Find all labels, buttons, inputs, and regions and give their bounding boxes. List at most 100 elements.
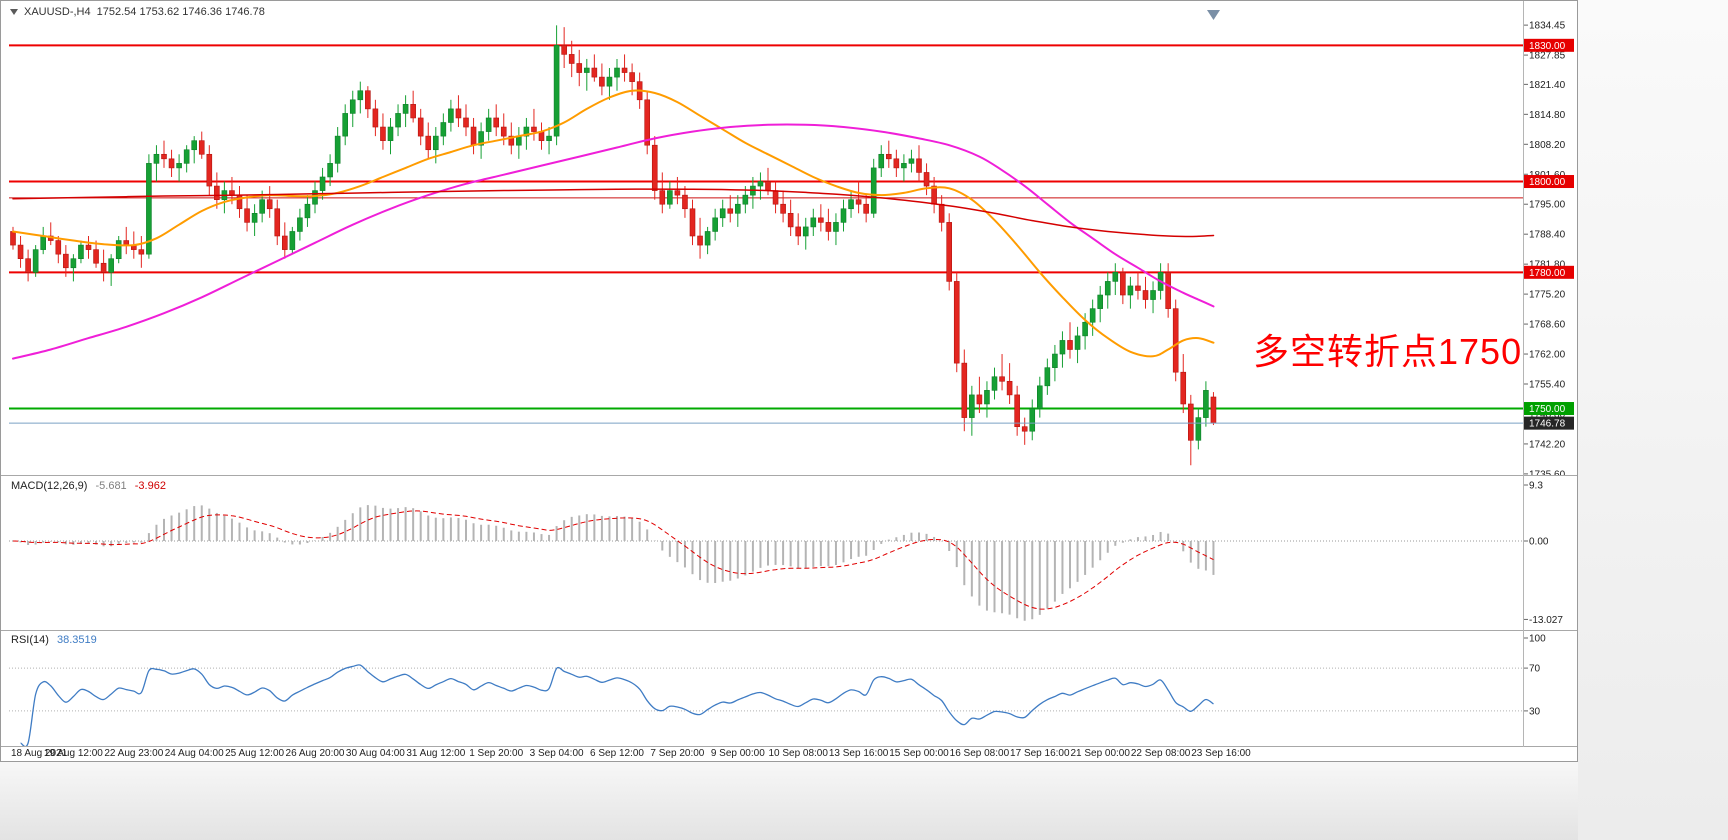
candle (1127, 285, 1134, 296)
candle (440, 122, 447, 137)
candle (176, 163, 182, 169)
price-axis-label: 1768.60 (1529, 320, 1566, 331)
candle (1165, 272, 1171, 309)
candle (244, 208, 250, 223)
candle (485, 117, 492, 132)
macd-histogram-layer (19, 505, 1215, 621)
time-axis[interactable]: 18 Aug 2021 19 Aug 12:00 22 Aug 23:00 24 Au… (1, 748, 1579, 761)
candle (25, 258, 31, 273)
svg-text:1750.00: 1750.00 (1529, 404, 1566, 415)
candle (531, 126, 537, 132)
candle (1203, 390, 1209, 418)
price-tag: 1746.78 (1524, 416, 1574, 430)
candle (236, 194, 243, 210)
time-axis-label: 15 Sep 00:00 (889, 748, 949, 759)
candle (931, 185, 937, 205)
candle (493, 117, 500, 128)
candle (198, 140, 205, 155)
candle (266, 199, 273, 210)
annotation-text: 多空转折点1750 (1253, 331, 1523, 372)
candle (380, 126, 386, 141)
candle (342, 113, 349, 137)
candle (697, 235, 703, 246)
price-axis-label: 1755.40 (1529, 380, 1566, 391)
price-axis-label: 1827.85 (1529, 51, 1566, 62)
time-axis-label: 1 Sep 20:00 (469, 748, 524, 759)
candle (108, 258, 114, 273)
macd-indicator-label: MACD(12,26,9) -5.681 -3.962 (11, 480, 166, 492)
time-axis-label: 23 Sep 16:00 (1191, 748, 1251, 759)
svg-text:1746.78: 1746.78 (1529, 419, 1566, 430)
macd-pane[interactable]: 9.3 0.00 -13.027 (1, 477, 1577, 630)
candle (10, 231, 16, 246)
time-axis-label: 10 Sep 08:00 (768, 748, 828, 759)
candle (146, 163, 152, 255)
candle (561, 45, 567, 55)
time-axis-separator[interactable] (1, 746, 1577, 747)
candle (410, 104, 416, 119)
rsi-axis-label: 30 (1529, 706, 1541, 717)
time-axis-label: 3 Sep 04:00 (529, 748, 584, 759)
macd-axis[interactable]: 9.3 0.00 -13.027 (1523, 481, 1563, 626)
rsi-indicator-label: RSI(14) 38.3519 (11, 634, 97, 646)
candle (825, 222, 832, 232)
candle (1180, 371, 1187, 405)
candle (742, 194, 749, 205)
candle (1210, 396, 1217, 424)
candle (115, 240, 122, 259)
candle (312, 190, 318, 205)
candle (1120, 272, 1126, 296)
candle (365, 90, 371, 110)
ohlc-values: 1752.54 1753.62 1746.36 1746.78 (96, 6, 265, 18)
candle (455, 108, 462, 119)
candle (161, 153, 167, 160)
candle (1006, 380, 1013, 396)
price-axis-label: 1795.00 (1529, 200, 1566, 211)
candle (802, 226, 809, 237)
rsi-axis-label: 100 (1529, 634, 1546, 645)
candle (334, 135, 341, 164)
price-axis-label: 1808.20 (1529, 140, 1566, 151)
candle (1188, 403, 1194, 441)
rsi-pane[interactable]: 100 70 30 (1, 631, 1577, 746)
candle (606, 76, 613, 87)
price-axis-border (1523, 1, 1524, 747)
time-axis-label: 6 Sep 12:00 (590, 748, 644, 759)
candle (1082, 321, 1088, 337)
candle (674, 190, 681, 196)
macd-axis-label: -13.027 (1529, 615, 1563, 626)
candle (938, 203, 945, 223)
rsi-axis[interactable]: 100 70 30 (1523, 634, 1546, 718)
candles-layer (10, 25, 1217, 466)
ohlc-toggle-triangle-icon[interactable] (10, 9, 18, 15)
candle (644, 99, 651, 146)
chart-shift-marker[interactable] (1207, 10, 1220, 20)
macd-name: MACD(12,26,9) (11, 480, 88, 492)
candle (840, 208, 847, 223)
svg-text:1800.00: 1800.00 (1529, 177, 1566, 188)
price-axis-label: 1781.80 (1529, 260, 1566, 271)
horizontal-lines-layer (9, 44, 1523, 410)
svg-text:1830.00: 1830.00 (1529, 41, 1566, 52)
candle (659, 190, 666, 205)
time-axis-label: 22 Aug 23:00 (104, 748, 164, 759)
main-price-pane[interactable]: 1834.451827.851821.401814.801808.201801.… (1, 1, 1577, 475)
candle (1112, 272, 1119, 282)
pane-separator-macd-rsi[interactable] (1, 630, 1577, 631)
time-axis-label: 13 Sep 16:00 (828, 748, 889, 759)
candle (908, 158, 915, 164)
candle (417, 117, 424, 137)
candle (651, 144, 658, 191)
candle (319, 176, 326, 191)
candle (395, 113, 401, 128)
candle (214, 185, 220, 200)
pane-separator-main-macd[interactable] (1, 475, 1577, 476)
candle (251, 213, 258, 223)
candle (969, 394, 975, 418)
candle (667, 190, 673, 205)
time-axis-label: 24 Aug 04:00 (164, 748, 224, 759)
window-bottom-area (0, 762, 1578, 840)
candle (885, 153, 892, 160)
candle (40, 235, 47, 250)
candle (893, 158, 900, 169)
